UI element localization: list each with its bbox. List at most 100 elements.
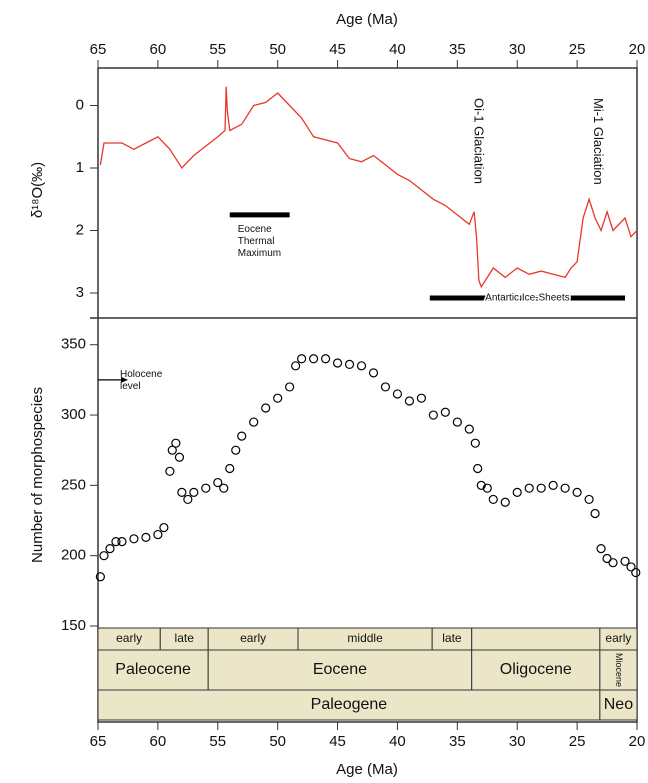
y-tick-label: 150 [61,617,86,634]
time-unit-label: Neo [604,696,633,713]
time-unit-label: late [442,631,462,645]
x-tick-label: 40 [389,733,406,750]
data-point [273,393,283,403]
data-point [177,487,187,497]
data-point [584,494,594,505]
data-point [141,532,151,542]
annotation: Holocene level [120,369,163,392]
x-axis-title-bottom: Age (Ma) [336,761,398,778]
y-axis-title: Number of morphospecies [29,387,46,563]
data-point [332,358,343,368]
y-tick-label: 0 [76,96,84,113]
time-unit-label: early [240,631,266,645]
data-point [117,537,127,547]
x-tick-label: 25 [569,733,586,750]
time-unit-label: early [116,631,142,645]
data-point [231,445,241,455]
x-tick-label: 35 [449,41,466,58]
data-point [99,551,109,561]
data-point [596,544,606,554]
x-tick-label: 55 [209,733,226,750]
annotation-line: Eocene [238,224,272,235]
x-tick-label: 60 [150,733,167,750]
data-point [111,537,121,547]
data-point [536,483,546,493]
annotation: Mi-1 Glaciation [591,98,606,185]
data-point [320,354,331,364]
data-point [631,567,641,578]
data-line [99,86,638,289]
x-tick-label: 65 [90,733,107,750]
data-point [153,529,163,540]
annotation-arrowhead [121,376,128,383]
x-tick-label: 30 [509,41,526,58]
data-point [159,522,169,533]
data-point [261,403,271,413]
data-point [297,354,307,364]
data-point [464,424,474,434]
time-unit-label: Miocene [614,653,624,687]
annotation-line: Holocene [120,369,163,380]
data-point [165,466,175,476]
annotation: Eocene Thermal Maximum [238,224,281,259]
data-point [560,483,570,493]
data-point [237,431,247,441]
x-tick-label: 20 [629,41,646,58]
y-tick-label: 350 [61,336,86,353]
x-tick-label: 55 [209,41,226,58]
data-point [482,483,492,493]
data-point [213,477,223,488]
data-point [428,410,438,420]
data-point [201,483,211,493]
data-point [174,452,185,462]
x-tick-label: 65 [90,41,107,58]
x-axis-title-top: Age (Ma) [336,11,398,28]
data-point [95,572,105,582]
time-unit-label: late [175,631,195,645]
annotation-line: level [120,381,141,392]
x-tick-label: 50 [269,733,286,750]
x-tick-label: 45 [329,733,346,750]
annotation: Oi-1 Glaciation [471,98,486,184]
data-point [626,562,636,572]
time-unit-label: Paleogene [311,696,388,713]
y-tick-label: 3 [76,284,84,301]
data-point [524,483,534,493]
time-unit-label: Oligocene [500,661,572,678]
data-point [512,487,522,497]
y-tick-label: 300 [61,406,86,423]
data-point [309,354,319,364]
data-point [380,382,391,392]
y-tick-label: 250 [61,476,86,493]
data-point [167,445,177,455]
data-point [500,497,510,507]
y-axis-title: δ¹⁸O(‰) [29,162,46,218]
data-point [171,438,181,448]
data-point [608,558,618,568]
data-point [189,487,199,497]
annotation-line: Maximum [238,248,281,259]
x-tick-label: 25 [569,41,586,58]
annotation: Antartic Ice-Sheets [485,293,569,304]
time-unit [599,689,638,721]
time-unit-label: Eocene [313,661,367,678]
data-point [572,487,582,497]
plot-frame [97,67,638,723]
data-point [356,361,367,371]
x-tick-label: 50 [269,41,286,58]
time-unit-label: early [605,631,631,645]
data-point [249,417,259,427]
time-unit [471,627,601,651]
data-point [285,382,295,392]
data-point [219,483,229,493]
data-point [404,396,415,406]
data-point [225,463,235,474]
data-point [440,407,450,417]
data-point [476,480,486,490]
data-point [344,359,355,370]
data-point [620,556,630,566]
data-point [105,544,115,554]
data-point [452,417,462,427]
